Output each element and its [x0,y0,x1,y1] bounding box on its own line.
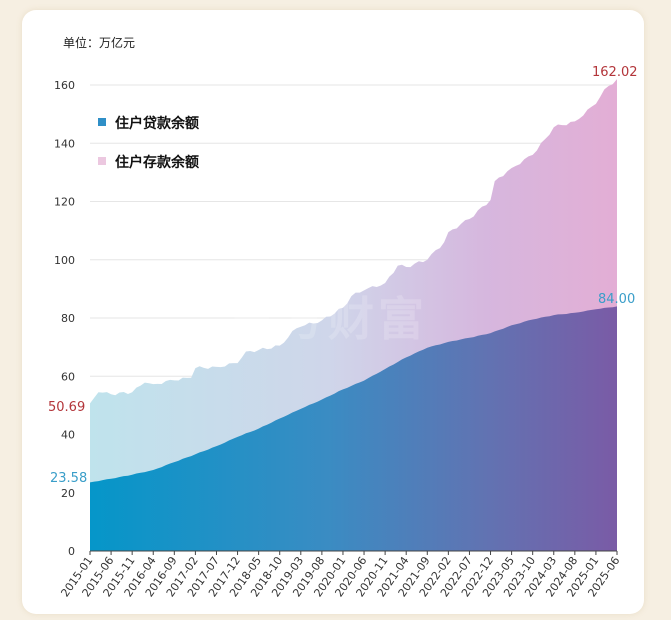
deposit-end-label: 162.02 [592,65,638,80]
loan-end-label: 84.00 [598,292,635,307]
loan-start-label: 23.58 [50,471,87,486]
legend: 住户贷款余额 住户存款余额 [98,115,199,171]
x-axis: 2015-012015-062015-112016-042016-092017-… [58,551,622,599]
loan-area [90,306,617,551]
y-tick-label: 140 [54,137,75,150]
y-tick-label: 60 [61,370,75,383]
legend-label-loan: 住户贷款余额 [115,115,199,132]
deposit-start-label: 50.69 [48,400,85,415]
watermark-text: 东方财富 [228,292,428,346]
y-tick-label: 120 [54,196,75,209]
unit-label: 单位：万亿元 [63,35,135,50]
legend-swatch-deposit [98,157,106,165]
y-tick-label: 160 [54,79,75,92]
legend-swatch-loan [98,118,106,126]
y-tick-label: 80 [61,312,75,325]
y-tick-label: 40 [61,429,75,442]
y-tick-label: 20 [61,487,75,500]
y-tick-label: 100 [54,254,75,267]
y-axis: 0 20 40 60 80 100 120 140 160 [54,79,75,558]
y-tick-label: 0 [68,545,75,558]
legend-label-deposit: 住户存款余额 [115,154,199,171]
